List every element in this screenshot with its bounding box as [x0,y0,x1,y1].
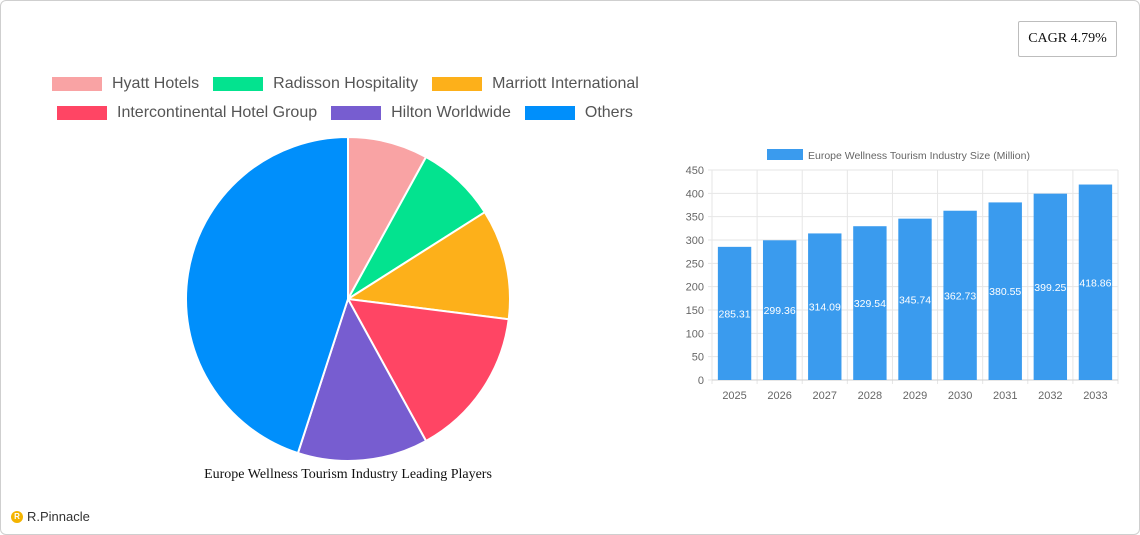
x-tick-label: 2029 [903,390,927,402]
legend-swatch [57,106,107,120]
x-tick-label: 2025 [722,390,746,402]
y-tick-label: 250 [686,258,704,270]
bar-2029[interactable] [898,218,932,380]
y-tick-label: 200 [686,282,704,294]
y-tick-label: 100 [686,328,704,340]
bar-2032[interactable] [1033,193,1068,380]
bar-legend-label: Europe Wellness Tourism Industry Size (M… [808,150,1030,162]
bar-value-label: 418.86 [1079,277,1111,289]
legend-swatch [52,77,102,91]
bar-chart: Europe Wellness Tourism Industry Size (M… [686,149,1119,402]
pie-slice-others[interactable] [185,135,349,455]
x-tick-label: 2030 [948,390,972,402]
x-tick-label: 2033 [1083,390,1107,402]
bar-2027[interactable] [808,233,842,380]
bar-value-label: 314.09 [809,302,841,314]
x-tick-label: 2027 [813,390,837,402]
pie-chart [185,135,511,462]
legend-label: Hyatt Hotels [112,75,200,92]
bar-2025[interactable] [717,246,752,380]
bar-2033[interactable] [1078,184,1113,380]
legend-label: Others [584,104,633,121]
x-tick-label: 2032 [1038,390,1062,402]
bar-2031[interactable] [988,202,1022,380]
legend-label: Intercontinental Hotel Group [117,104,318,121]
y-tick-label: 0 [698,375,704,387]
legend-item-radisson[interactable]: Radisson Hospitality [213,75,418,93]
pie-slice-intercontinental-hotel-group[interactable] [346,297,510,443]
y-tick-label: 450 [686,165,704,177]
pie-slice-hilton-worldwide[interactable] [296,296,428,462]
x-tick-label: 2031 [993,390,1017,402]
legend-swatch [331,106,382,120]
legend-label: Hilton Worldwide [391,104,511,121]
bar-value-label: 329.54 [854,298,886,310]
x-tick-label: 2026 [767,390,791,402]
pie-slice-marriott-international[interactable] [345,210,511,321]
cagr-badge: CAGR 4.79% [1018,21,1117,57]
bar-2028[interactable] [853,226,887,380]
pie-legend-row-2: Intercontinental Hotel Group Hilton Worl… [57,104,647,122]
legend-item-marriott[interactable]: Marriott International [432,75,639,93]
y-tick-label: 50 [692,352,704,364]
bar-value-label: 380.55 [989,286,1021,298]
pie-legend-row-1: Hyatt Hotels Radisson Hospitality Marrio… [52,75,653,93]
legend-label: Marriott International [492,75,639,92]
legend-swatch [213,77,264,91]
bar-2030[interactable] [943,210,977,380]
brand-name: R.Pinnacle [27,509,90,524]
legend-item-intercontinental[interactable]: Intercontinental Hotel Group [57,104,317,122]
legend-label: Radisson Hospitality [273,75,419,92]
bar-value-label: 345.74 [899,294,931,306]
legend-swatch [432,77,483,91]
pie-chart-title: Europe Wellness Tourism Industry Leading… [204,467,492,482]
legend-item-hyatt[interactable]: Hyatt Hotels [52,75,199,93]
legend-swatch [524,106,575,120]
bar-2026[interactable] [762,240,797,380]
y-tick-label: 300 [686,235,704,247]
y-tick-label: 350 [686,212,704,224]
bar-value-label: 299.36 [764,305,796,317]
legend-item-hilton[interactable]: Hilton Worldwide [331,104,511,122]
y-tick-label: 400 [686,188,704,200]
legend-item-others[interactable]: Others [524,104,633,122]
bar-value-label: 362.73 [944,290,976,302]
bar-legend-swatch [767,149,803,160]
bar-value-label: 399.25 [1034,282,1066,294]
cagr-label: CAGR 4.79% [1028,31,1107,46]
brand-logo: R R.Pinnacle [11,509,90,524]
x-tick-label: 2028 [858,390,882,402]
y-tick-label: 150 [686,305,704,317]
bar-value-label: 285.31 [718,308,750,320]
brand-mark-icon: R [11,510,23,523]
bar-legend[interactable]: Europe Wellness Tourism Industry Size (M… [767,149,1030,162]
